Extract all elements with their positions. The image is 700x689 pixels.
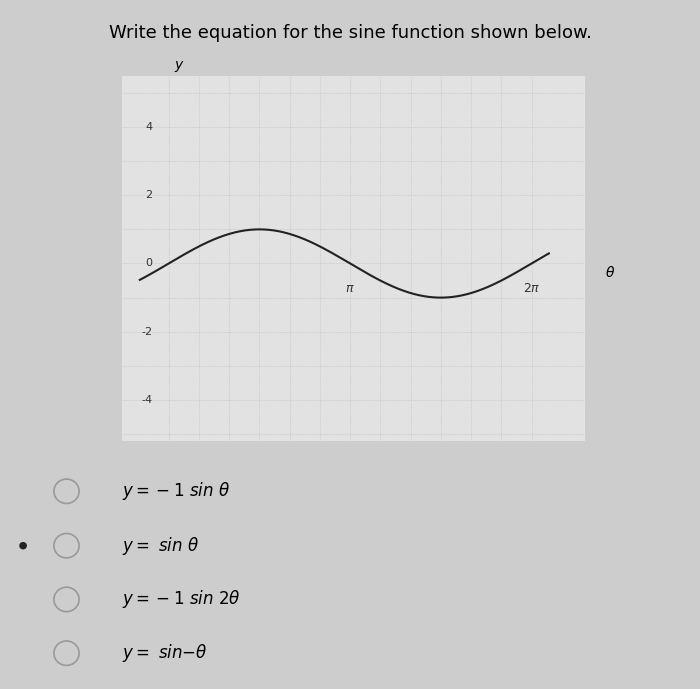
Text: $\theta$: $\theta$ [606, 265, 615, 280]
Text: $2\pi$: $2\pi$ [523, 282, 540, 296]
Text: 4: 4 [146, 122, 153, 132]
Text: 0: 0 [146, 258, 153, 269]
Text: 2: 2 [146, 190, 153, 200]
Text: Write the equation for the sine function shown below.: Write the equation for the sine function… [108, 24, 592, 42]
Text: $y = -1\ \mathit{sin}\ \theta$: $y = -1\ \mathit{sin}\ \theta$ [122, 480, 230, 502]
Text: $\pi$: $\pi$ [345, 282, 355, 296]
Text: $y = -1\ \mathit{sin}\ 2\theta$: $y = -1\ \mathit{sin}\ 2\theta$ [122, 588, 241, 610]
Text: $y = \ \mathit{sin}\ \theta$: $y = \ \mathit{sin}\ \theta$ [122, 535, 199, 557]
Text: $y$: $y$ [174, 59, 185, 74]
Text: -4: -4 [141, 395, 153, 405]
Text: $y = \ \mathit{sin}{-}\theta$: $y = \ \mathit{sin}{-}\theta$ [122, 642, 208, 664]
Text: -2: -2 [141, 327, 153, 337]
